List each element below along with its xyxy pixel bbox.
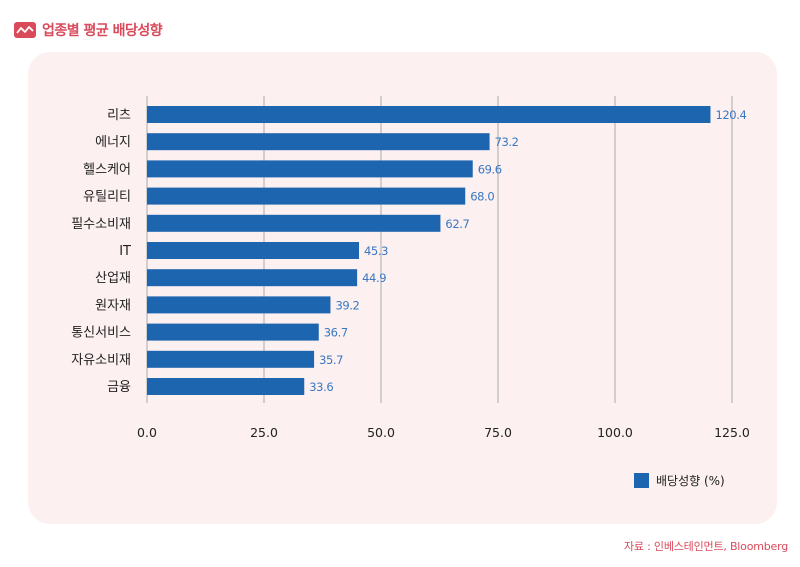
value-label: 35.7: [319, 353, 343, 367]
category-label: 통신서비스: [71, 326, 131, 341]
value-label: 44.9: [362, 271, 386, 285]
category-label: 원자재: [95, 298, 131, 313]
x-tick-label: 50.0: [367, 425, 395, 440]
bar: [147, 350, 315, 368]
x-tick-label: 75.0: [484, 425, 512, 440]
value-label: 33.6: [309, 380, 333, 394]
value-label: 62.7: [445, 217, 469, 231]
value-label: 73.2: [495, 135, 519, 149]
bar: [147, 242, 360, 259]
bar: [147, 378, 305, 395]
value-label: 120.4: [715, 108, 746, 122]
bar: [147, 187, 466, 205]
chart-header: 업종별 평균 배당성향: [14, 20, 163, 40]
x-tick-label: 25.0: [250, 425, 278, 440]
chart-panel: [28, 52, 777, 524]
category-label: 유틸리티: [83, 190, 131, 205]
value-label: 45.3: [364, 244, 388, 258]
category-label: 리츠: [107, 108, 131, 123]
legend-label: 배당성향 (%): [656, 474, 725, 488]
bar: [147, 133, 490, 151]
chart-title: 업종별 평균 배당성향: [42, 23, 163, 39]
bar: [147, 160, 473, 178]
category-label: IT: [119, 244, 131, 259]
bar: [147, 214, 441, 232]
x-tick-label: 125.0: [714, 425, 750, 440]
category-label: 금융: [107, 380, 131, 395]
category-label: 에너지: [95, 135, 131, 150]
category-label: 자유소비재: [71, 353, 131, 368]
value-label: 68.0: [470, 190, 494, 204]
category-label: 헬스케어: [83, 162, 131, 177]
bar: [147, 323, 319, 341]
x-tick-label: 100.0: [597, 425, 633, 440]
bar: [147, 296, 331, 314]
bar: [147, 106, 711, 123]
x-tick-label: 0.0: [137, 425, 157, 440]
legend-swatch: [634, 473, 649, 488]
category-label: 산업재: [95, 271, 131, 286]
value-label: 36.7: [324, 326, 348, 340]
source-note: 자료 : 인베스테인먼트, Bloomberg: [623, 540, 788, 553]
chart-icon: [14, 22, 36, 38]
bar: [147, 269, 358, 287]
category-label: 필수소비재: [71, 217, 131, 232]
value-label: 69.6: [478, 162, 502, 176]
value-label: 39.2: [335, 298, 359, 312]
